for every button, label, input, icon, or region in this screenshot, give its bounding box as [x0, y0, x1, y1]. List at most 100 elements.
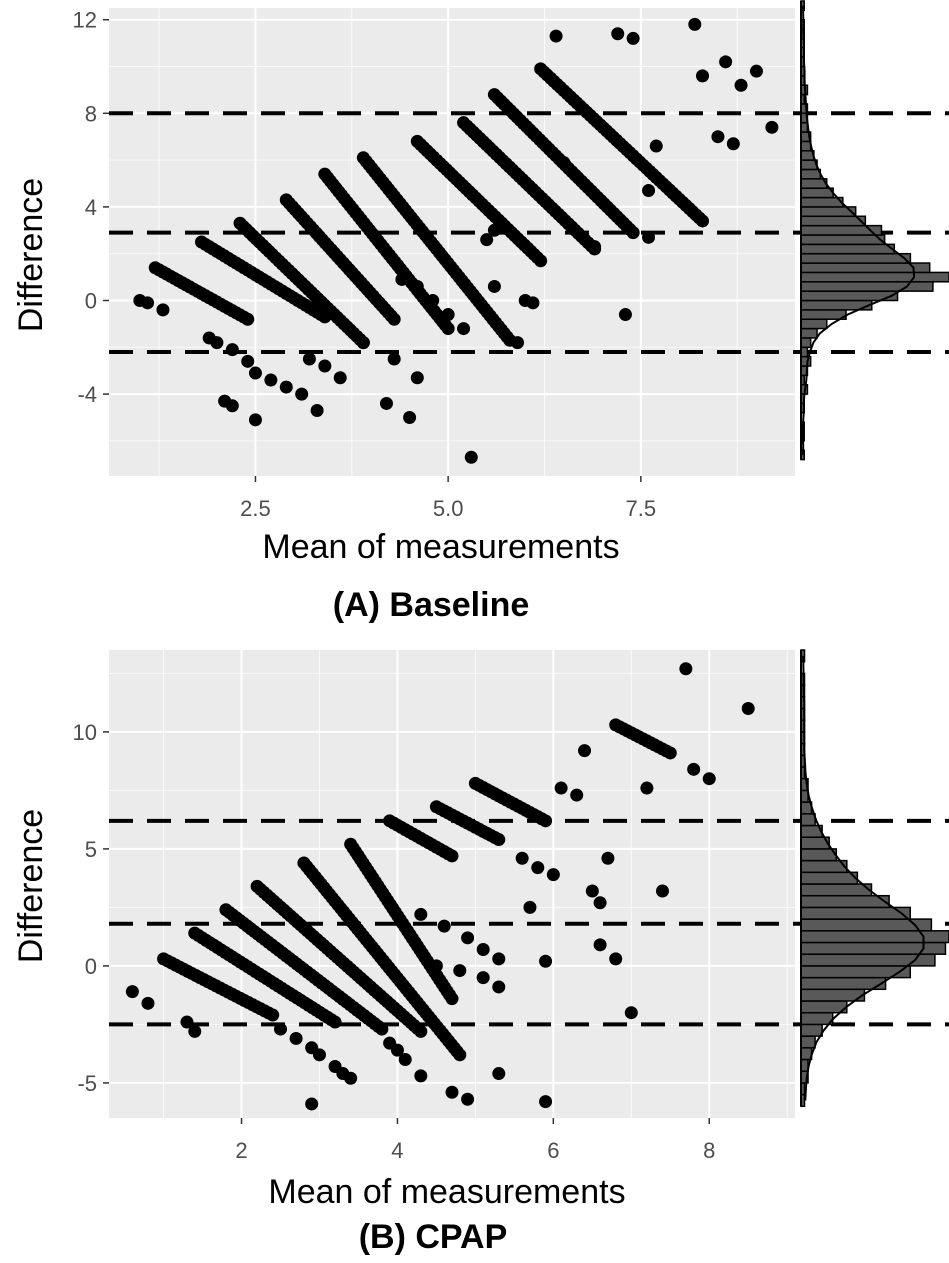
- histogram-bar: [800, 1023, 823, 1037]
- panel-a-y-axis-title: Difference: [12, 178, 50, 332]
- y-tick-label: 12: [73, 8, 97, 33]
- y-tick-label: 8: [85, 101, 97, 126]
- y-tick-label: 0: [85, 954, 97, 979]
- histogram-bar: [800, 1035, 816, 1049]
- data-point: [225, 343, 239, 357]
- histogram-bar: [800, 1058, 809, 1072]
- histogram-bar: [800, 930, 949, 944]
- histogram-bar: [800, 859, 848, 874]
- data-point: [557, 155, 571, 169]
- data-point: [387, 352, 401, 366]
- histogram-bar: [800, 813, 816, 827]
- histogram-bar: [800, 187, 834, 199]
- data-point: [279, 380, 293, 394]
- data-point: [188, 1024, 202, 1038]
- data-point: [554, 781, 568, 795]
- data-point: [437, 919, 451, 933]
- data-point: [248, 366, 262, 380]
- data-point: [601, 851, 615, 865]
- data-point: [585, 884, 599, 898]
- y-tick-label: 5: [85, 837, 97, 862]
- x-tick-label: 8: [703, 1138, 715, 1163]
- data-point: [531, 861, 545, 875]
- data-point: [379, 396, 393, 410]
- histogram-bar: [800, 168, 822, 180]
- histogram-bar: [800, 1000, 848, 1014]
- data-point: [534, 254, 548, 268]
- data-point: [578, 744, 592, 758]
- histogram-bar: [800, 789, 809, 803]
- data-point: [264, 373, 278, 387]
- histogram-bar: [800, 234, 886, 246]
- data-point: [328, 1015, 342, 1029]
- histogram-bar: [800, 918, 933, 932]
- data-point: [141, 296, 155, 310]
- x-tick-label: 5.0: [433, 496, 464, 521]
- data-point: [570, 788, 584, 802]
- data-point: [241, 312, 255, 326]
- histogram-bar: [800, 894, 890, 909]
- data-point: [593, 938, 607, 952]
- y-tick-label: -4: [77, 382, 97, 407]
- data-point: [492, 952, 506, 966]
- data-point: [333, 371, 347, 385]
- data-point: [476, 943, 490, 957]
- data-point: [480, 233, 494, 247]
- data-point: [390, 1043, 404, 1057]
- data-point: [302, 352, 316, 366]
- panel-a-marginal-histogram: [800, 0, 949, 461]
- data-point: [125, 985, 139, 999]
- data-point: [734, 78, 748, 92]
- panel-b-caption: (B) CPAP: [359, 1218, 508, 1256]
- panel-a-ticks: 2.5 5.0 7.5 -4 0 4 8 12: [73, 8, 657, 521]
- panel-b-cpap: 2 4 6 8 -5 0 5 10 Mean of measurements Differen…: [12, 649, 949, 1256]
- data-point: [410, 371, 424, 385]
- data-point: [318, 359, 332, 373]
- panel-b-points: [125, 662, 755, 1111]
- data-point: [429, 959, 443, 973]
- panel-b-marginal-histogram: [800, 649, 949, 1108]
- data-point: [679, 662, 693, 676]
- data-point: [588, 240, 602, 254]
- data-point: [649, 139, 663, 153]
- data-point: [626, 31, 640, 45]
- data-point: [487, 279, 501, 293]
- histogram-bar: [800, 318, 828, 330]
- data-point: [492, 833, 506, 847]
- data-point: [453, 964, 467, 978]
- histogram-bar: [800, 309, 847, 320]
- histogram-bar: [800, 140, 812, 152]
- data-point: [248, 413, 262, 427]
- data-point: [642, 184, 656, 198]
- data-point: [141, 996, 155, 1010]
- data-point: [702, 772, 716, 786]
- panel-a-caption: (A) Baseline: [333, 586, 530, 624]
- histogram-bar: [800, 976, 887, 991]
- data-point: [403, 411, 417, 424]
- data-point: [156, 303, 170, 317]
- histogram-bar: [800, 1011, 834, 1026]
- density-curve: [801, 5, 916, 455]
- panel-a-points: [133, 17, 779, 464]
- histogram-bar: [800, 337, 812, 349]
- data-point: [515, 851, 529, 865]
- data-point: [414, 1024, 428, 1038]
- data-point: [492, 980, 506, 994]
- data-point: [611, 27, 625, 41]
- data-point: [461, 931, 475, 945]
- histogram-bar: [800, 988, 866, 1002]
- data-point: [609, 952, 623, 966]
- histogram-bar: [800, 848, 837, 862]
- data-point: [696, 69, 710, 83]
- histogram-bar: [800, 196, 844, 208]
- data-point: [546, 868, 560, 882]
- data-point: [445, 1085, 459, 1099]
- data-point: [626, 226, 640, 240]
- histogram-bar: [800, 215, 867, 227]
- data-point: [410, 279, 424, 293]
- data-point: [476, 971, 490, 985]
- panel-b-ticks: 2 4 6 8 -5 0 5 10: [73, 720, 716, 1163]
- x-tick-label: 7.5: [626, 496, 657, 521]
- density-curve: [802, 655, 925, 1101]
- data-point: [312, 1048, 326, 1062]
